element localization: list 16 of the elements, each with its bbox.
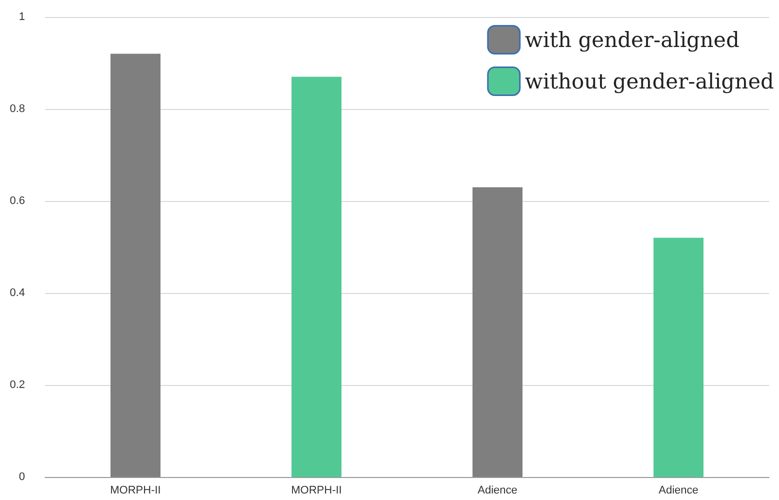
y-tick-label: 0.6 (10, 195, 25, 207)
x-tick-label: Adience (478, 484, 518, 496)
y-tick-label: 0.4 (10, 287, 25, 299)
x-tick-label: MORPH-II (110, 484, 161, 496)
bar (472, 187, 522, 477)
x-tick-label: MORPH-II (291, 484, 342, 496)
y-tick-label: 0.2 (10, 379, 25, 391)
y-tick-label: 0.8 (10, 103, 25, 115)
legend-label: without gender-aligned (524, 69, 774, 94)
legend-label: with gender-aligned (524, 28, 740, 52)
bar (292, 76, 342, 477)
x-tick-label: Adience (658, 484, 698, 496)
y-tick-label: 1 (18, 11, 25, 23)
y-tick-label: 0 (18, 471, 25, 483)
bar (110, 54, 160, 477)
bar (654, 238, 704, 477)
